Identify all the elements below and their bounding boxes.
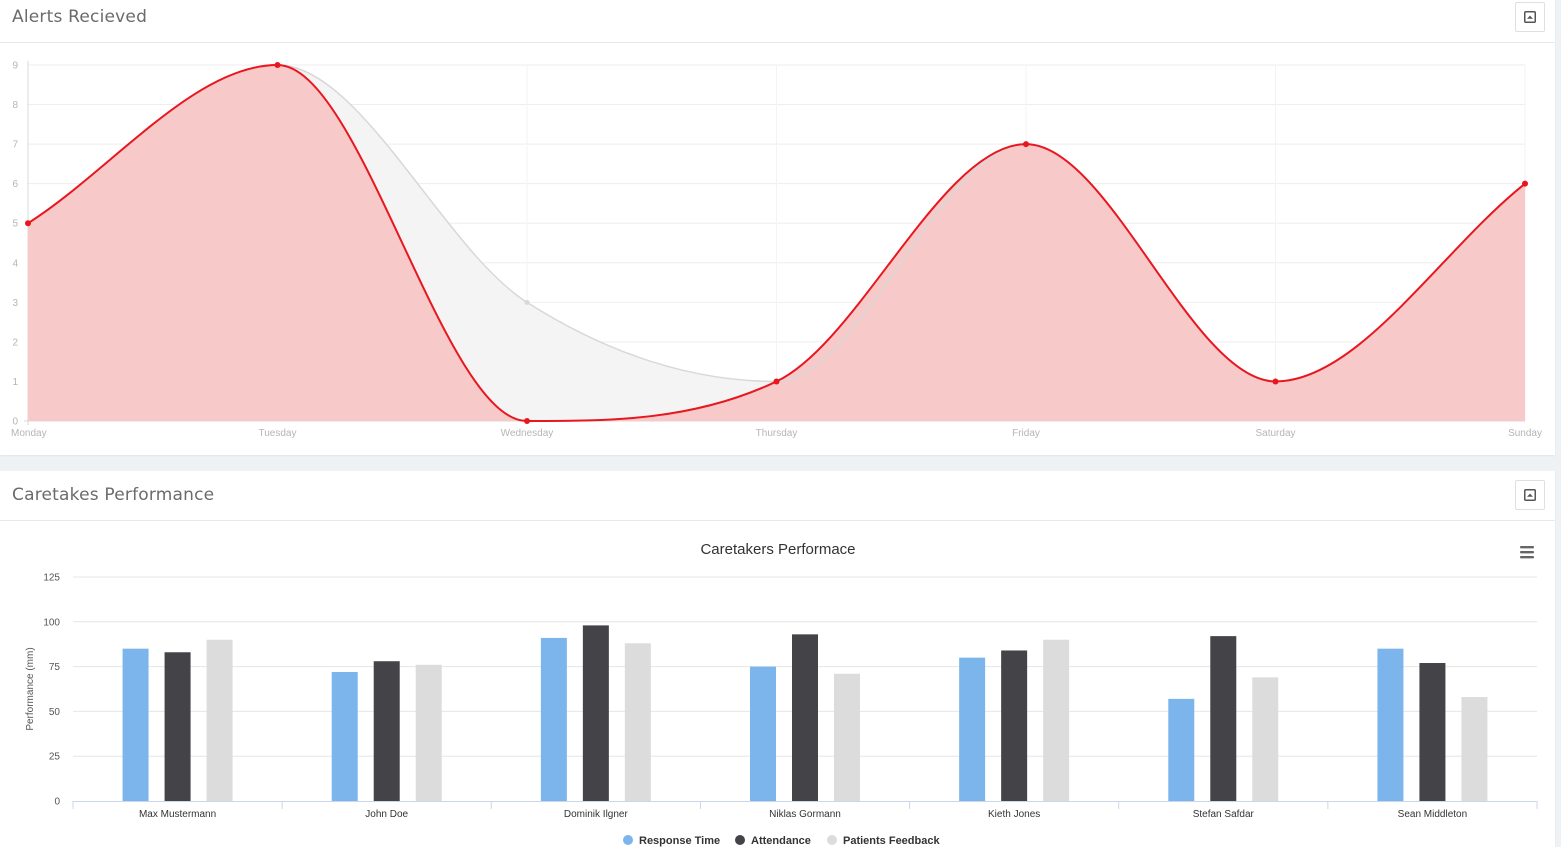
y-tick-label: 6 (12, 179, 18, 190)
data-point (524, 418, 530, 424)
data-point (274, 62, 281, 68)
bar (1168, 698, 1195, 801)
y-tick-label: 75 (49, 662, 61, 673)
performance-collapse-button[interactable] (1515, 480, 1545, 510)
bar (1252, 677, 1279, 801)
bar (1210, 636, 1237, 801)
collapse-icon (1524, 489, 1536, 501)
data-point (524, 299, 530, 305)
x-tick-label: John Doe (365, 809, 408, 820)
bar (624, 643, 651, 801)
bar (1461, 697, 1488, 801)
legend-marker (827, 835, 837, 845)
bar (959, 657, 986, 801)
x-tick-label: Niklas Gormann (769, 809, 841, 820)
menu-bar (1520, 546, 1534, 549)
y-tick-label: 5 (12, 219, 18, 230)
x-tick-label: Tuesday (259, 428, 297, 439)
x-tick-label: Wednesday (501, 428, 554, 439)
x-tick-label: Friday (1012, 428, 1040, 439)
bar (206, 639, 233, 801)
bar (1419, 663, 1446, 801)
y-tick-label: 3 (12, 298, 18, 309)
series-area (28, 65, 1525, 421)
bar (582, 625, 609, 801)
x-tick-label: Sean Middleton (1398, 809, 1468, 820)
bar (373, 661, 400, 801)
performance-panel-header: Caretakes Performance (0, 471, 1555, 521)
y-tick-label: 25 (49, 752, 61, 763)
alerts-collapse-button[interactable] (1515, 2, 1545, 32)
bar (415, 664, 442, 801)
alerts-panel-header: Alerts Recieved (0, 0, 1555, 43)
data-point (773, 378, 780, 385)
x-tick-label: Monday (11, 428, 47, 439)
y-tick-label: 50 (49, 707, 61, 718)
legend-marker (623, 835, 633, 845)
bar (164, 652, 191, 801)
bar (1043, 639, 1070, 801)
bar (331, 671, 358, 801)
legend-label: Patients Feedback (843, 835, 940, 847)
y-tick-label: 1 (12, 377, 18, 388)
chart-title: Caretakers Performace (700, 541, 855, 558)
bar (1001, 650, 1028, 801)
x-tick-label: Thursday (756, 428, 798, 439)
bar (750, 666, 776, 801)
y-tick-label: 9 (12, 61, 18, 72)
x-tick-label: Dominik Ilgner (564, 809, 629, 820)
legend-label: Attendance (751, 835, 811, 847)
bar (540, 637, 567, 801)
x-tick-label: Max Mustermann (139, 809, 216, 820)
x-tick-label: Kieth Jones (988, 809, 1040, 820)
y-tick-label: 7 (12, 140, 18, 151)
legend-marker (735, 835, 745, 845)
x-tick-label: Sunday (1508, 428, 1542, 439)
alerts-line-chart: 0 1 2 3 4 5 6 7 8 9 Monday Tuesday Wednesday Thursday… (11, 61, 1542, 440)
bar (834, 673, 860, 801)
data-point (1023, 141, 1029, 148)
y-tick-label: 100 (43, 617, 60, 628)
y-tick-label: 0 (54, 797, 60, 808)
y-axis-title: Performance (mm) (25, 647, 36, 730)
x-tick-label: Stefan Safdar (1193, 809, 1255, 820)
menu-bar (1520, 556, 1534, 559)
x-tick-label: Saturday (1255, 428, 1295, 439)
collapse-icon (1524, 11, 1536, 23)
y-tick-label: 4 (12, 258, 18, 269)
legend-item[interactable]: Attendance (735, 835, 811, 847)
legend-label: Response Time (639, 835, 720, 847)
performance-panel: Caretakes Performance (0, 471, 1555, 847)
alerts-panel-title: Alerts Recieved (12, 7, 148, 27)
legend-item[interactable]: Response Time (623, 835, 720, 847)
y-tick-label: 125 (43, 573, 60, 584)
hamburger-menu-icon[interactable] (1520, 546, 1534, 559)
data-point (25, 220, 31, 227)
bar (1377, 648, 1404, 801)
y-tick-label: 8 (12, 100, 18, 111)
performance-panel-title: Caretakes Performance (12, 485, 215, 505)
y-tick-label: 2 (12, 337, 18, 348)
performance-bar-chart: Caretakers Performace 0 25 50 75 100 125 Perfor… (25, 541, 1538, 847)
legend-item[interactable]: Patients Feedback (827, 835, 940, 847)
bar (122, 648, 149, 801)
bar (792, 634, 818, 801)
data-point (1272, 378, 1279, 385)
menu-bar (1520, 551, 1534, 554)
data-point (1522, 180, 1528, 187)
y-tick-label: 0 (12, 417, 18, 428)
